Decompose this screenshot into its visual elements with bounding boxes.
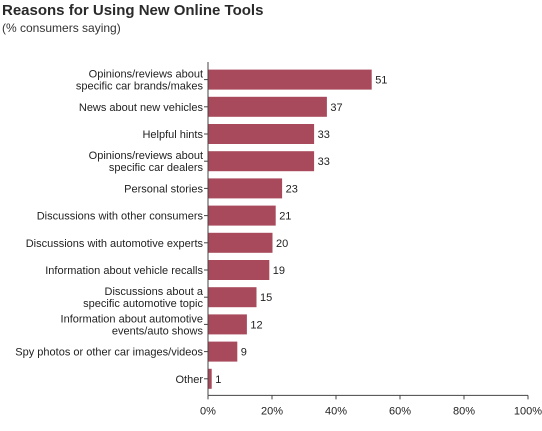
category-label: News about new vehicles <box>79 102 204 114</box>
bar <box>208 151 315 172</box>
chart-title: Reasons for Using New Online Tools <box>2 2 264 19</box>
bar-value-label: 33 <box>318 156 330 168</box>
x-tick-label: 0% <box>200 405 216 417</box>
x-tick-label: 20% <box>261 405 283 417</box>
category-label: Information about vehicle recalls <box>45 265 203 277</box>
category-label: Personal stories <box>124 183 203 195</box>
x-tick-label: 80% <box>453 405 475 417</box>
bar-value-label: 19 <box>273 265 285 277</box>
bar <box>208 287 257 308</box>
category-label: Helpful hints <box>142 129 203 141</box>
bar-value-label: 21 <box>279 211 291 223</box>
bar-value-label: 12 <box>250 319 262 331</box>
bar-value-label: 20 <box>276 238 288 250</box>
bar-value-label: 33 <box>318 129 330 141</box>
bar-value-label: 9 <box>241 347 247 359</box>
category-label: Discussions with automotive experts <box>26 238 204 250</box>
category-label: Information about automotive events/auto … <box>61 313 204 337</box>
category-label: Discussions about a specific automotive t… <box>83 286 204 310</box>
x-tick-label: 40% <box>325 405 347 417</box>
category-label: Other <box>175 374 203 386</box>
category-label: Opinions/reviews about specific car brand… <box>76 69 204 93</box>
category-label: Opinions/reviews about specific car deale… <box>89 150 204 174</box>
bar-value-label: 51 <box>375 75 387 87</box>
x-tick-label: 60% <box>389 405 411 417</box>
bar <box>208 314 247 335</box>
category-label: Spy photos or other car images/videos <box>15 347 203 359</box>
bar-value-label: 23 <box>286 183 298 195</box>
bar-value-label: 1 <box>215 374 221 386</box>
bar <box>208 232 273 253</box>
chart-subtitle: (% consumers saying) <box>2 21 121 35</box>
bar <box>208 178 283 199</box>
bar <box>208 205 276 226</box>
bar <box>208 341 238 362</box>
x-tick-label: 100% <box>514 405 542 417</box>
bar-value-label: 15 <box>260 292 272 304</box>
bar <box>208 260 270 280</box>
bar <box>208 124 315 144</box>
bar <box>208 368 212 389</box>
bar <box>208 96 327 117</box>
bar <box>208 69 372 90</box>
bar-value-label: 37 <box>330 102 342 114</box>
category-label: Discussions with other consumers <box>37 211 204 223</box>
